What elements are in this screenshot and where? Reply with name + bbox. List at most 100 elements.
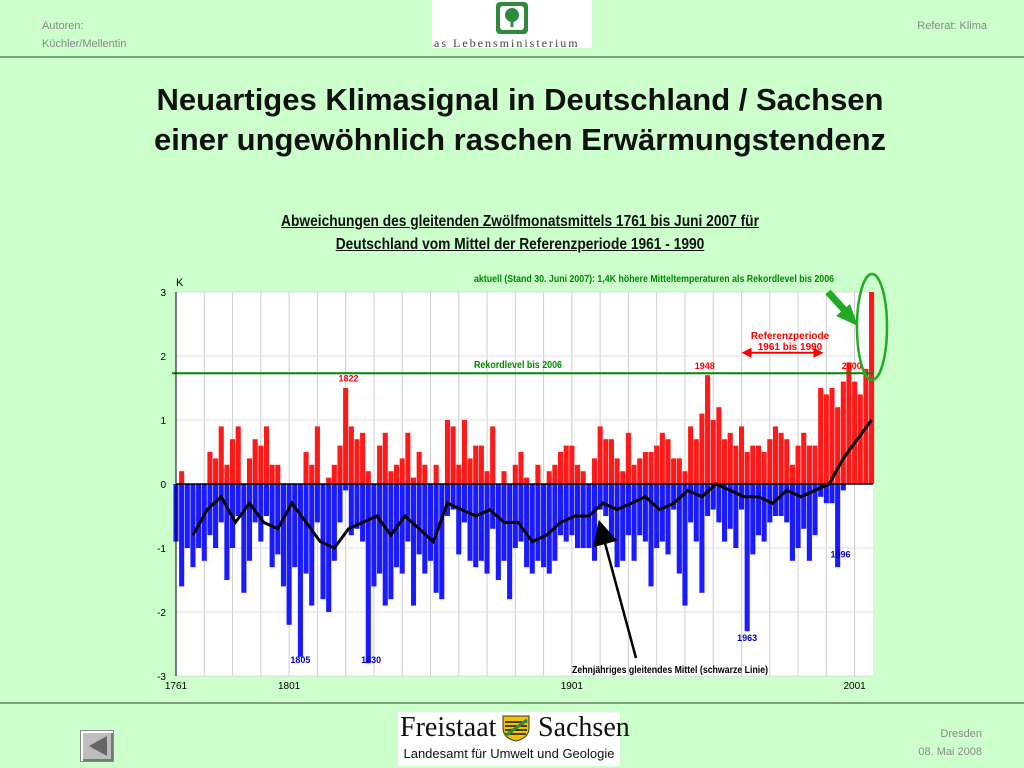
bar-negative bbox=[750, 484, 756, 555]
bar-negative bbox=[207, 484, 213, 536]
bar-negative bbox=[354, 484, 360, 529]
bar-negative bbox=[727, 484, 733, 529]
bar-positive bbox=[213, 458, 219, 484]
bar-negative bbox=[524, 484, 530, 568]
bar-positive bbox=[179, 471, 185, 484]
current-annotation: aktuell (Stand 30. Juni 2007): 1,4K höhe… bbox=[474, 274, 834, 285]
bar-negative bbox=[699, 484, 705, 593]
bar-positive bbox=[490, 426, 496, 484]
bar-positive bbox=[631, 464, 637, 484]
bar-positive bbox=[399, 458, 405, 484]
bar-negative bbox=[377, 484, 383, 574]
bar-negative bbox=[444, 484, 450, 516]
bar-positive bbox=[603, 439, 609, 484]
bar-positive bbox=[258, 445, 264, 484]
record-level-label: Rekordlevel bis 2006 bbox=[474, 360, 562, 371]
bar-positive bbox=[716, 407, 722, 484]
bar-positive bbox=[450, 426, 456, 484]
bar-positive bbox=[326, 477, 332, 484]
bar-positive bbox=[688, 426, 694, 484]
bar-negative bbox=[823, 484, 829, 504]
bar-positive bbox=[727, 432, 733, 484]
bar-positive bbox=[422, 464, 428, 484]
bar-positive bbox=[710, 420, 716, 484]
bar-negative bbox=[416, 484, 422, 555]
bar-negative bbox=[252, 484, 258, 523]
bar-positive bbox=[682, 471, 688, 484]
bar-negative bbox=[348, 484, 354, 536]
bar-negative bbox=[761, 484, 767, 542]
year-label-1948: 1948 bbox=[695, 361, 715, 371]
x-tick-label: 1761 bbox=[165, 681, 188, 692]
bar-negative bbox=[682, 484, 688, 606]
bar-positive bbox=[829, 388, 835, 484]
bar-positive bbox=[563, 445, 569, 484]
bar-negative bbox=[608, 484, 614, 542]
bar-negative bbox=[620, 484, 626, 561]
back-button[interactable] bbox=[80, 730, 114, 762]
year-label-1822: 1822 bbox=[338, 374, 358, 384]
bar-negative bbox=[399, 484, 405, 574]
saxony-logo: Freistaat Sachsen bbox=[398, 712, 630, 743]
bar-positive bbox=[835, 407, 841, 484]
agency-name: Landesamt für Umwelt und Geologie bbox=[398, 742, 620, 766]
y-tick-label: -3 bbox=[157, 672, 166, 683]
bar-negative bbox=[829, 484, 835, 504]
bar-positive bbox=[484, 471, 490, 484]
header-divider bbox=[0, 56, 1024, 58]
bar-positive bbox=[705, 375, 711, 484]
trend-label: Zehnjähriges gleitendes Mittel (schwarze… bbox=[572, 665, 768, 676]
bar-positive bbox=[767, 439, 773, 484]
bar-negative bbox=[410, 484, 417, 606]
bar-negative bbox=[603, 484, 609, 516]
bar-positive bbox=[224, 464, 230, 484]
bar-negative bbox=[648, 484, 654, 587]
footer-divider bbox=[0, 702, 1024, 704]
bar-negative bbox=[484, 484, 490, 574]
bar-negative bbox=[518, 484, 524, 542]
bar-positive bbox=[337, 445, 343, 484]
bar-negative bbox=[716, 484, 722, 523]
bar-positive bbox=[360, 432, 366, 484]
bar-positive bbox=[230, 439, 236, 484]
bar-negative bbox=[246, 484, 253, 561]
bar-negative bbox=[676, 484, 682, 574]
bar-positive bbox=[569, 445, 575, 484]
bar-negative bbox=[473, 484, 479, 568]
highlight-arrow-icon bbox=[825, 289, 858, 326]
bar-positive bbox=[806, 445, 812, 484]
bar-positive bbox=[671, 458, 677, 484]
bar-positive bbox=[444, 420, 450, 484]
bar-positive bbox=[303, 452, 309, 484]
bar-negative bbox=[795, 484, 801, 548]
x-tick-label: 1901 bbox=[561, 681, 584, 692]
bar-negative bbox=[558, 484, 564, 536]
bar-positive bbox=[410, 477, 417, 484]
bar-positive bbox=[235, 426, 241, 484]
tree-icon bbox=[496, 2, 528, 34]
bar-positive bbox=[812, 445, 818, 484]
bar-negative bbox=[835, 484, 841, 568]
bar-positive bbox=[778, 432, 784, 484]
bar-positive bbox=[801, 432, 807, 484]
slide-title-line1: Neuartiges Klimasignal in Deutschland / … bbox=[156, 82, 884, 117]
bar-positive bbox=[608, 439, 614, 484]
bar-positive bbox=[416, 452, 422, 484]
bar-negative bbox=[654, 484, 660, 548]
bar-positive bbox=[348, 426, 354, 484]
triangle-left-icon bbox=[89, 736, 107, 756]
bar-negative bbox=[755, 484, 762, 536]
bar-negative bbox=[343, 484, 349, 491]
bar-positive bbox=[789, 464, 795, 484]
reference-period-arrowhead-left bbox=[741, 347, 752, 358]
trend-line bbox=[191, 419, 873, 550]
bar-negative bbox=[224, 484, 230, 580]
bar-negative bbox=[818, 484, 824, 497]
bar-negative bbox=[631, 484, 637, 561]
bar-negative bbox=[722, 484, 728, 542]
bar-negative bbox=[659, 484, 665, 542]
bar-positive bbox=[501, 471, 507, 484]
bar-positive bbox=[478, 445, 484, 484]
bar-negative bbox=[360, 484, 366, 542]
